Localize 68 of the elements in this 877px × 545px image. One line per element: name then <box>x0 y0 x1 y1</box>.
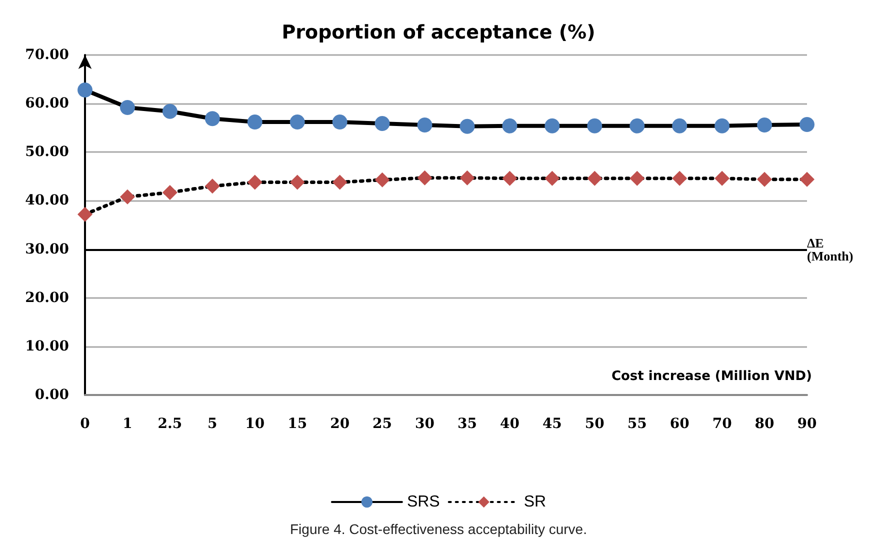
point <box>204 111 220 126</box>
point <box>587 118 602 134</box>
y-tick-label: 10.00 <box>25 338 70 354</box>
point <box>800 116 814 132</box>
point <box>374 116 390 131</box>
point <box>672 118 688 134</box>
point <box>502 118 518 134</box>
x-tick-label: 80 <box>754 416 775 432</box>
y-tick-label: 20.00 <box>25 290 70 306</box>
point <box>374 172 390 188</box>
ref-line-label: ΔE (Month) <box>807 235 854 264</box>
point <box>460 118 475 134</box>
point <box>417 170 432 186</box>
point <box>78 206 92 222</box>
x-tick-label: 30 <box>415 416 435 432</box>
point <box>247 114 262 130</box>
x-tick-label: 35 <box>457 416 477 432</box>
x-tick-label: 40 <box>500 416 520 432</box>
point <box>757 172 772 187</box>
point <box>290 174 305 190</box>
x-tick-label: 70 <box>712 416 732 432</box>
x-tick-label: 1 <box>122 416 132 432</box>
point <box>800 172 814 187</box>
legend-label: SRS <box>406 494 440 510</box>
point <box>460 170 475 186</box>
point <box>162 184 178 200</box>
point <box>204 178 220 194</box>
y-tick-label: 30.00 <box>25 241 70 258</box>
point <box>290 114 305 130</box>
y-tick-label: 50.00 <box>25 144 70 160</box>
legend-label: SR <box>524 494 546 510</box>
x-tick-label: 20 <box>330 416 350 432</box>
y-tick-label: 40.00 <box>25 192 70 209</box>
x-tick-label: 25 <box>372 416 392 432</box>
point <box>162 104 178 119</box>
point <box>544 118 560 134</box>
x-axis-title: Cost increase (Million VND) <box>611 369 812 384</box>
point <box>672 170 688 186</box>
point <box>714 170 730 186</box>
x-tick-label: 90 <box>797 416 817 432</box>
y-tick-label: 60.00 <box>25 96 70 112</box>
point <box>757 117 772 132</box>
point <box>120 100 135 115</box>
point <box>714 118 730 134</box>
point <box>120 189 135 204</box>
point <box>502 170 518 186</box>
caption: Figure 4. Cost-effectiveness acceptability curve. <box>290 521 587 537</box>
point <box>630 118 645 134</box>
x-tick-label: 0 <box>80 416 90 432</box>
point <box>544 170 560 186</box>
x-tick-label: 15 <box>288 416 308 432</box>
point <box>247 174 262 190</box>
x-tick-label: 50 <box>584 416 605 432</box>
x-tick-label: 45 <box>542 416 562 432</box>
point <box>78 82 92 98</box>
point <box>630 170 645 186</box>
x-tick-label: 60 <box>670 416 690 432</box>
x-tick-label: 10 <box>245 416 265 432</box>
point <box>417 117 432 132</box>
y-tick-label: 70.00 <box>25 47 70 63</box>
y-tick-label: 0.00 <box>34 387 70 403</box>
point <box>332 174 348 190</box>
point <box>587 170 602 186</box>
x-tick-label: 5 <box>208 416 218 432</box>
chart-title: Proportion of acceptance (%) <box>282 22 596 44</box>
point <box>332 114 348 130</box>
x-tick-label: 2.5 <box>158 416 182 432</box>
x-tick-label: 55 <box>627 416 647 432</box>
